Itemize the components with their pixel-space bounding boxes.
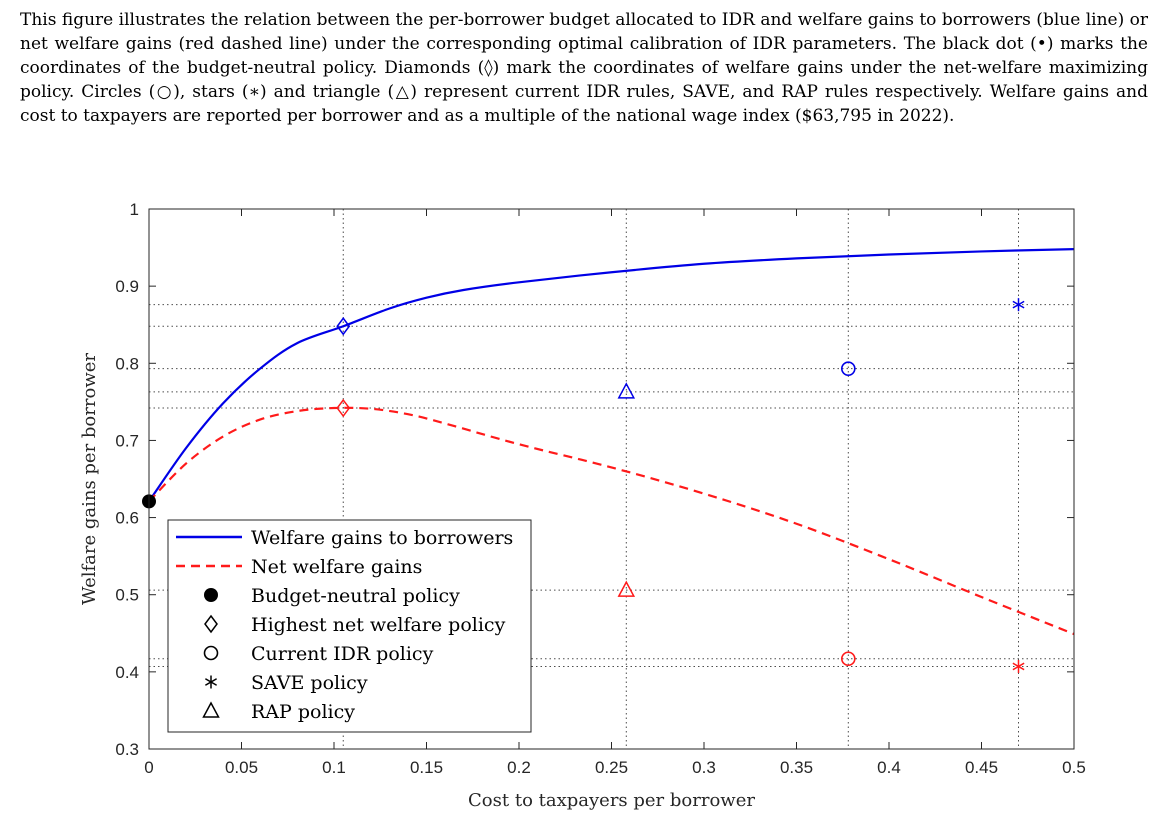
- x-tick-label: 0: [144, 758, 153, 777]
- net-welfare-line: [148, 406, 1075, 636]
- x-tick-label: 0.25: [595, 758, 628, 777]
- legend-label: SAVE policy: [251, 672, 368, 694]
- legend-label: Current IDR policy: [251, 643, 434, 665]
- diamond-marker: [336, 398, 351, 418]
- y-tick-label: 0.8: [115, 354, 139, 373]
- circle-marker: [840, 651, 856, 667]
- markers: [142, 298, 1025, 673]
- triangle-marker: [617, 382, 636, 399]
- y-tick-label: 0.7: [115, 431, 139, 450]
- x-tick-label: 0.5: [1062, 758, 1086, 777]
- axis-ticks: 0 0.05 0.1 0.15 0.2 0.25 0.3 0.35 0.4 0.45 0.5 0.3 0…: [115, 200, 1085, 777]
- welfare-gains-line: [148, 248, 1075, 502]
- legend-label: Budget-neutral policy: [251, 585, 460, 607]
- legend-label: Net welfare gains: [251, 556, 422, 578]
- gridlines: [149, 209, 1074, 749]
- x-tick-label: 0.45: [965, 758, 998, 777]
- x-tick-label: 0.4: [877, 758, 901, 777]
- x-tick-label: 0.35: [780, 758, 813, 777]
- legend-label: Welfare gains to borrowers: [251, 527, 513, 549]
- x-tick-label: 0.3: [692, 758, 716, 777]
- legend-label: RAP policy: [251, 701, 355, 723]
- legend: Welfare gains to borrowers Net welfare ga…: [167, 519, 532, 733]
- figure-caption: This figure illustrates the relation bet…: [20, 10, 1148, 126]
- diamond-marker: [336, 317, 351, 336]
- x-tick-label: 0.05: [225, 758, 258, 777]
- y-tick-label: 0.3: [115, 740, 139, 759]
- x-axis-label: Cost to taxpayers per borrower: [468, 790, 755, 811]
- series-layer: [148, 248, 1075, 636]
- y-tick-label: 1: [130, 200, 139, 219]
- y-axis-label: Welfare gains per borrower: [79, 353, 100, 605]
- legend-label: Highest net welfare policy: [251, 614, 506, 636]
- star-marker: [1012, 298, 1025, 312]
- legend-swatch-circle: [203, 645, 219, 661]
- legend-swatch-dot: [204, 588, 218, 602]
- y-tick-label: 0.5: [115, 586, 139, 605]
- circle-marker: [840, 361, 856, 376]
- y-tick-label: 0.6: [115, 509, 139, 528]
- x-tick-label: 0.15: [410, 758, 443, 777]
- star-marker: [1012, 659, 1025, 673]
- x-tick-label: 0.1: [322, 758, 346, 777]
- legend-swatch-star: [204, 675, 218, 689]
- y-tick-label: 0.9: [115, 277, 139, 296]
- legend-swatch-diamond: [204, 614, 218, 634]
- legend-swatch-triangle: [202, 701, 220, 718]
- legend-box: [167, 519, 532, 733]
- y-tick-label: 0.4: [115, 663, 139, 682]
- triangle-marker: [617, 580, 636, 597]
- x-tick-label: 0.2: [507, 758, 531, 777]
